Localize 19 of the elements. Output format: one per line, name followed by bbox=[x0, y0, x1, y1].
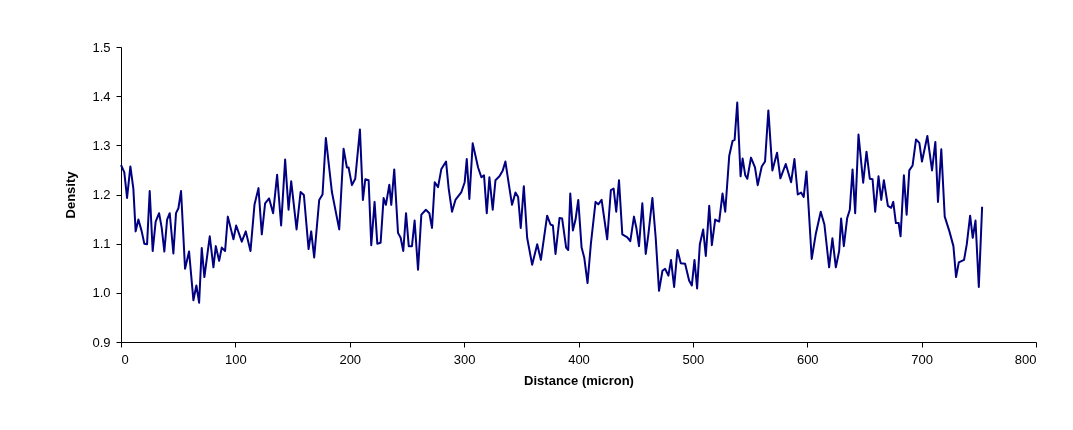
x-tick-label: 200 bbox=[339, 351, 362, 367]
x-tick-label: 300 bbox=[453, 351, 476, 367]
y-axis-title: Density bbox=[63, 170, 79, 219]
y-tick-label: 1.4 bbox=[92, 88, 111, 104]
y-tick-label: 1.5 bbox=[92, 39, 111, 55]
x-axis-title: Distance (micron) bbox=[524, 372, 634, 388]
x-tick-label: 100 bbox=[225, 351, 247, 367]
y-tick-label: 1.3 bbox=[92, 137, 111, 153]
line-series bbox=[120, 101, 984, 304]
y-tick-label: 1.0 bbox=[92, 285, 111, 301]
x-tick-label: 500 bbox=[682, 351, 705, 367]
x-tick-label: 700 bbox=[911, 351, 933, 367]
x-tick-label: 800 bbox=[1014, 351, 1037, 367]
x-tick-label: 400 bbox=[568, 351, 590, 367]
x-tick-label: 600 bbox=[796, 351, 819, 367]
y-tick-label: 0.9 bbox=[92, 334, 111, 350]
x-tick-label: 0 bbox=[121, 351, 129, 367]
y-tick-label: 1.2 bbox=[92, 187, 111, 202]
y-tick-label: 1.1 bbox=[92, 236, 111, 252]
